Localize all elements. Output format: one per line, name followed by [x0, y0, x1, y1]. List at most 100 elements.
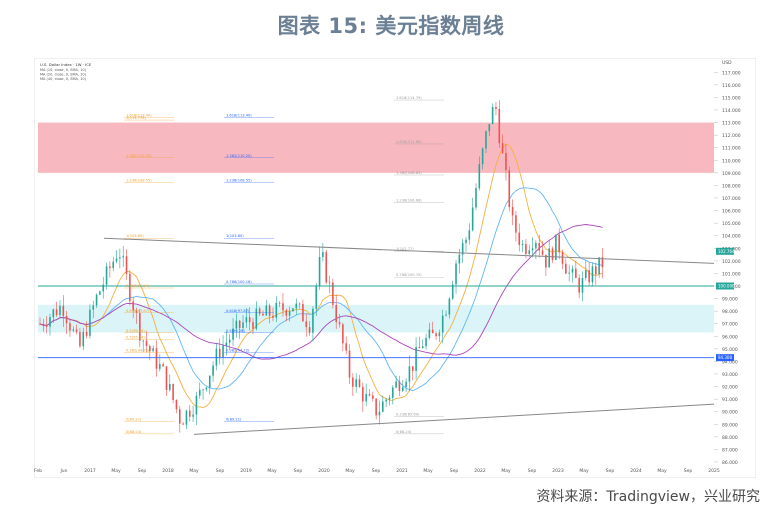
candle-body: [591, 266, 594, 283]
candle-body: [105, 266, 108, 285]
candle-body: [545, 254, 547, 268]
candle-body: [225, 342, 228, 346]
candle-body: [215, 348, 218, 366]
y-tick-label: 96.000: [722, 334, 738, 340]
candle-body: [595, 266, 597, 275]
fib-level-label: 1.236(106.66): [396, 198, 422, 202]
candle-body: [511, 207, 514, 216]
candle-body: [185, 410, 188, 425]
x-tick-label: 2019: [240, 468, 252, 474]
candle-body: [491, 107, 494, 124]
candle-body: [298, 303, 301, 305]
candle-body: [338, 322, 341, 325]
candle-body: [505, 153, 507, 171]
candle-body: [65, 315, 68, 324]
price-tag-label: 100.000: [718, 284, 735, 289]
candle-body: [112, 261, 115, 269]
candle-body: [501, 143, 504, 154]
candle-body: [411, 366, 414, 371]
candle-body: [495, 107, 497, 109]
candle-body: [282, 303, 284, 311]
candle-body: [551, 248, 554, 260]
fib-level-label: 1(102.77): [396, 247, 414, 251]
y-tick-label: 89.000: [722, 422, 738, 428]
chart-panel[interactable]: 117.000 116.000 115.000 114.000 113.000 112.0…: [33, 57, 757, 479]
price-tag: [716, 354, 734, 362]
candle-body: [182, 423, 184, 425]
candle-body: [175, 399, 178, 410]
fib-level-label: 0.236(89.60): [396, 413, 420, 417]
candle-body: [205, 387, 208, 390]
candle-body: [528, 250, 531, 255]
y-tick-label: 108.000: [722, 183, 741, 189]
candle-body: [69, 323, 71, 331]
fib-level-label: 0.618(97.87): [126, 309, 150, 313]
candle-body: [212, 365, 214, 376]
y-tick-label: 95.000: [722, 347, 738, 353]
y-tick-label: 94.000: [722, 359, 738, 365]
ma-legend-label: MA (10, close, 0, SMA, 10): [40, 68, 87, 72]
candle-body: [82, 331, 85, 347]
candle-body: [578, 278, 580, 293]
candle-body: [382, 401, 384, 412]
candle-body: [159, 364, 161, 369]
fib-level-label: 0.786(100.16): [226, 280, 252, 284]
candle-body: [388, 397, 391, 400]
fib-level-label: 0.786(100.70): [396, 273, 422, 277]
candle-body: [531, 248, 534, 251]
candle-body: [441, 315, 444, 333]
candle-body: [375, 398, 377, 416]
support-trendline: [193, 403, 715, 435]
candle-body: [162, 364, 164, 367]
candle-body: [292, 308, 294, 312]
candle-body: [39, 323, 41, 325]
fib-level-label: 1.236(108.55): [226, 178, 252, 182]
candle-body: [102, 284, 105, 292]
ma10-line: [39, 143, 603, 408]
dxy-weekly-chart[interactable]: 117.000 116.000 115.000 114.000 113.000 112.0…: [33, 57, 757, 479]
candle-body: [248, 317, 251, 323]
candle-body: [109, 266, 111, 269]
candle-body: [435, 333, 437, 337]
x-tick-label: May: [423, 468, 433, 474]
candle-body: [421, 346, 424, 349]
y-tick-label: 105.000: [722, 221, 741, 227]
candle-body: [358, 379, 361, 387]
candle-body: [132, 301, 134, 311]
y-tick-label: 92.000: [722, 385, 738, 391]
x-tick-label: 2024: [630, 468, 642, 474]
fib-level-label: 0.5(95.74): [126, 336, 145, 340]
price-tag-label: 102.764: [718, 249, 735, 254]
candle-body: [75, 329, 78, 332]
candle-body: [571, 268, 574, 273]
x-tick-label: Sep: [216, 468, 225, 474]
x-tick-label: May: [189, 468, 199, 474]
candle-body: [575, 268, 577, 279]
candle-body: [62, 305, 65, 316]
candle-body: [548, 248, 551, 268]
candle-body: [242, 322, 244, 329]
x-tick-label: Sep: [138, 468, 147, 474]
candle-body: [192, 414, 194, 417]
fib-level-label: 1.382(110.20): [126, 154, 152, 158]
fib-level-label: 0.5(96.28): [126, 329, 145, 333]
candle-body: [122, 256, 125, 258]
candle-body: [325, 252, 328, 283]
candle-body: [568, 272, 570, 274]
candle-body: [275, 302, 278, 318]
candle-body: [252, 322, 254, 329]
fib-level-label: 0(88.24): [126, 430, 142, 434]
candle-body: [52, 309, 55, 318]
candle-body: [172, 384, 174, 400]
candle-body: [585, 270, 587, 278]
x-tick-label: May: [657, 468, 667, 474]
candle-body: [115, 258, 118, 262]
candle-body: [332, 282, 334, 305]
ma-legend-label: MA (40, close, 0, SMA, 10): [40, 77, 87, 81]
candle-body: [395, 381, 397, 388]
candle-body: [458, 254, 461, 264]
y-tick-label: 97.000: [722, 322, 738, 328]
y-tick-label: 102.000: [722, 259, 741, 265]
candle-body: [139, 313, 141, 341]
candle-body: [425, 337, 427, 347]
